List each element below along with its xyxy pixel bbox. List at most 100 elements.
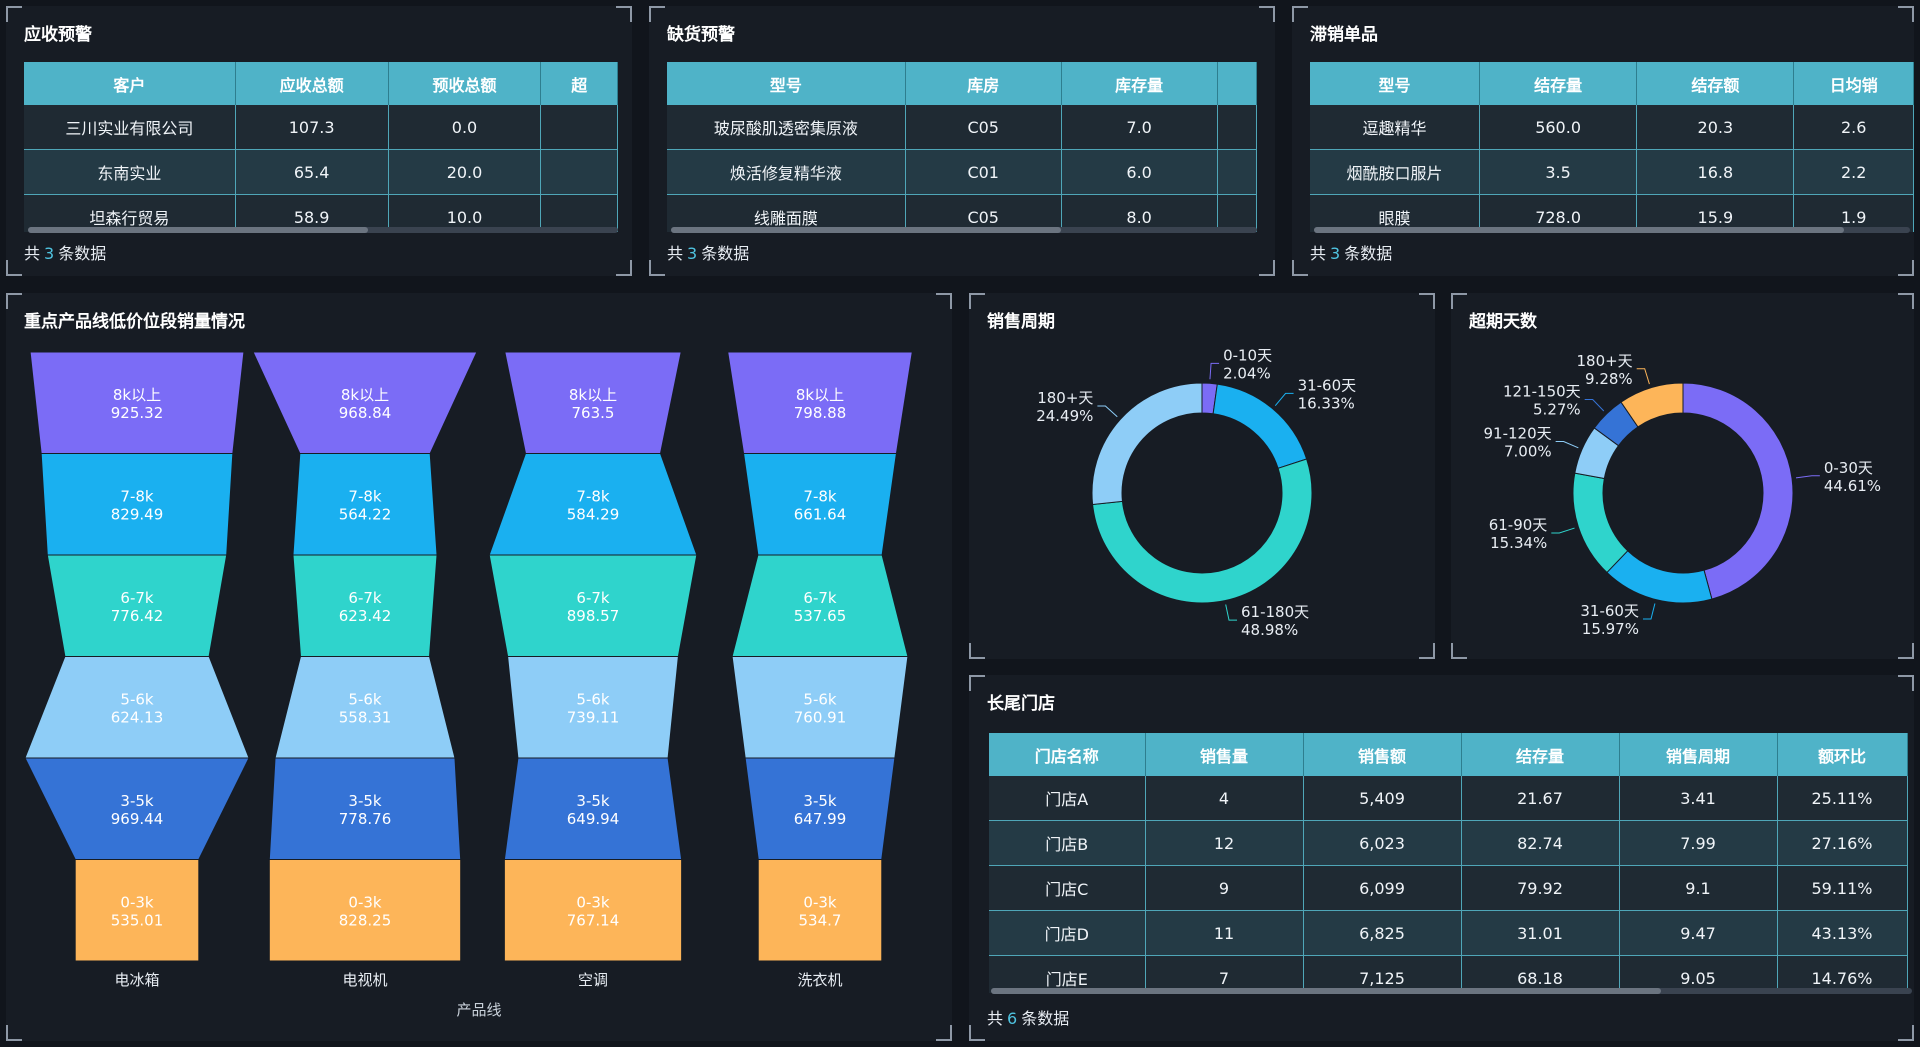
donut-slice[interactable] xyxy=(1212,383,1308,469)
segment-value: 763.5 xyxy=(572,404,615,422)
funnel-segment[interactable] xyxy=(757,859,883,962)
column-header[interactable]: 销售额 xyxy=(1303,733,1462,776)
funnel-segment[interactable] xyxy=(74,859,200,962)
table-row[interactable]: 门店A 4 5,409 21.67 3.41 25.11% xyxy=(989,776,1908,821)
segment-value: 661.64 xyxy=(794,505,847,523)
segment-label: 5-6k xyxy=(120,690,153,708)
table-cell: C05 xyxy=(905,194,1062,232)
column-header[interactable]: 库房 xyxy=(905,62,1062,105)
scrollbar-thumb[interactable] xyxy=(991,988,1661,994)
table-cell: 20.0 xyxy=(388,149,542,195)
column-header[interactable]: 超 xyxy=(540,62,618,105)
table-row[interactable]: 线雕面膜 C05 8.0 xyxy=(667,194,1257,232)
column-header[interactable]: 结存量 xyxy=(1461,733,1620,776)
table-cell: 坦森行贸易 xyxy=(24,194,236,232)
donut-slice[interactable] xyxy=(1572,472,1629,574)
scrollbar-thumb[interactable] xyxy=(28,227,368,233)
column-header[interactable]: 应收总额 xyxy=(235,62,389,105)
row-count: 共 3 条数据 xyxy=(24,244,107,263)
table-row[interactable]: 烟酰胺口服片 3.5 16.8 2.2 xyxy=(1310,149,1914,195)
column-header[interactable]: 销售量 xyxy=(1145,733,1304,776)
table-row[interactable]: 眼膜 728.0 15.9 1.9 xyxy=(1310,194,1914,232)
table-row[interactable]: 门店E 7 7,125 68.18 9.05 14.76% xyxy=(989,955,1908,993)
table-cell: 14.76% xyxy=(1777,955,1908,993)
slow-moving-table: 型号 结存量 结存额 日均销 逗趣精华 560.0 20.3 2.6 烟酰胺口服片 3.5 16.8… xyxy=(1310,62,1914,232)
column-header[interactable]: 库存量 xyxy=(1061,62,1218,105)
horizontal-scrollbar[interactable] xyxy=(991,988,1912,994)
overdue-days-panel: 超期天数 0-30天 44.61% 31-60天 15.97% 61-90天 15.34%… xyxy=(1451,293,1914,659)
table-cell: 9.47 xyxy=(1619,910,1778,956)
scrollbar-thumb[interactable] xyxy=(1314,227,1844,233)
donut-slice[interactable] xyxy=(1091,382,1203,506)
segment-value: 535.01 xyxy=(111,911,164,929)
panel-title: 重点产品线低价位段销量情况 xyxy=(24,312,245,332)
table-row[interactable]: 玻尿酸肌透密集原液 C05 7.0 xyxy=(667,105,1257,150)
column-header[interactable]: 日均销 xyxy=(1793,62,1914,105)
table-cell: 8.0 xyxy=(1061,194,1218,232)
category-label: 电视机 xyxy=(342,971,387,989)
funnel-segment[interactable] xyxy=(503,859,683,962)
scrollbar-thumb[interactable] xyxy=(671,227,1061,233)
slice-value: 44.61% xyxy=(1824,477,1881,495)
segment-value: 624.13 xyxy=(111,708,164,726)
segment-label: 6-7k xyxy=(348,589,381,607)
table-cell: 16.8 xyxy=(1636,149,1795,195)
segment-value: 776.42 xyxy=(111,607,164,625)
column-header[interactable]: 预收总额 xyxy=(388,62,542,105)
column-header[interactable]: 销售周期 xyxy=(1619,733,1778,776)
segment-value: 925.32 xyxy=(111,404,164,422)
segment-value: 534.7 xyxy=(799,911,842,929)
segment-label: 3-5k xyxy=(803,792,836,810)
table-cell: 9.1 xyxy=(1619,865,1778,911)
table-row[interactable]: 坦森行贸易 58.9 10.0 xyxy=(24,194,618,232)
column-header[interactable]: 型号 xyxy=(1310,62,1480,105)
table-cell: 0.0 xyxy=(388,105,542,150)
table-cell: 2.2 xyxy=(1793,149,1914,195)
column-header[interactable]: 客户 xyxy=(24,62,236,105)
segment-label: 5-6k xyxy=(803,690,836,708)
column-header[interactable]: 结存额 xyxy=(1636,62,1795,105)
donut-slice[interactable] xyxy=(1682,382,1794,600)
column-header[interactable]: 型号 xyxy=(667,62,906,105)
horizontal-scrollbar[interactable] xyxy=(28,227,618,233)
column-header[interactable]: 门店名称 xyxy=(989,733,1146,776)
table-cell: 逗趣精华 xyxy=(1310,105,1480,150)
table-cell xyxy=(540,105,618,150)
donut-slice[interactable] xyxy=(1092,458,1313,604)
table-row[interactable]: 门店B 12 6,023 82.74 7.99 27.16% xyxy=(989,820,1908,866)
table-cell: 20.3 xyxy=(1636,105,1795,150)
row-count: 共 6 条数据 xyxy=(987,1009,1070,1028)
horizontal-scrollbar[interactable] xyxy=(1314,227,1910,233)
segment-label: 7-8k xyxy=(576,487,609,505)
donut-slice[interactable] xyxy=(1606,550,1713,604)
column-header[interactable]: 结存量 xyxy=(1479,62,1638,105)
segment-value: 767.14 xyxy=(567,911,620,929)
column-header[interactable] xyxy=(1217,62,1257,105)
table-row[interactable]: 三川实业有限公司 107.3 0.0 xyxy=(24,105,618,150)
column-header[interactable]: 额环比 xyxy=(1777,733,1908,776)
leader-line xyxy=(1097,405,1118,418)
table-row[interactable]: 东南实业 65.4 20.0 xyxy=(24,149,618,195)
funnel-segment[interactable] xyxy=(268,859,462,962)
table-cell: 4 xyxy=(1145,776,1304,821)
segment-label: 8k以上 xyxy=(569,386,617,404)
x-axis-title: 产品线 xyxy=(456,1001,501,1019)
table-cell: 68.18 xyxy=(1461,955,1620,993)
horizontal-scrollbar[interactable] xyxy=(671,227,1257,233)
table-row[interactable]: 门店D 11 6,825 31.01 9.47 43.13% xyxy=(989,910,1908,956)
leader-line xyxy=(1584,398,1605,412)
segment-value: 828.25 xyxy=(339,911,392,929)
table-row[interactable]: 门店C 9 6,099 79.92 9.1 59.11% xyxy=(989,865,1908,911)
donut-slice[interactable] xyxy=(1620,382,1684,428)
panel-title: 长尾门店 xyxy=(987,694,1055,714)
table-cell: 6,023 xyxy=(1303,820,1462,866)
leader-line xyxy=(1636,368,1650,385)
table-cell: 65.4 xyxy=(235,149,389,195)
slice-label: 180+天 xyxy=(1037,389,1093,407)
table-row[interactable]: 焕活修复精华液 C01 6.0 xyxy=(667,149,1257,195)
table-row[interactable]: 逗趣精华 560.0 20.3 2.6 xyxy=(1310,105,1914,150)
panel-title: 滞销单品 xyxy=(1310,25,1378,45)
table-cell xyxy=(1217,105,1257,150)
